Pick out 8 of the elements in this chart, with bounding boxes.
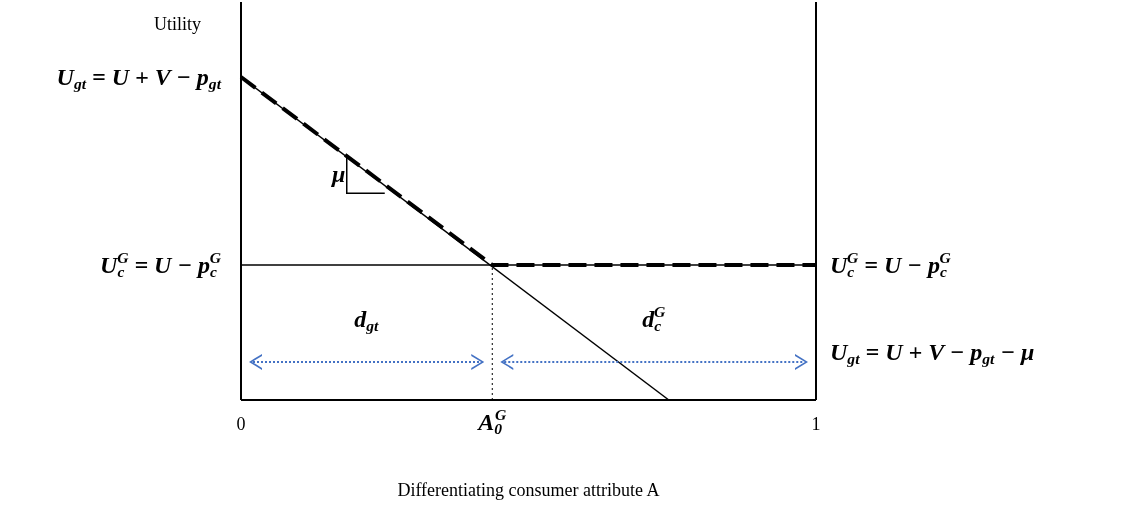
y-axis-title: Utility (153, 14, 201, 34)
x-tick-label: 1 (811, 414, 821, 434)
annotation: d$_{gt}$ (354, 306, 380, 335)
x-axis-title: Differentiating consumer attribute A (397, 480, 660, 500)
annotation: μ (330, 160, 346, 187)
x-tick-label: 0 (236, 414, 246, 434)
text: U$_{gt}$ = U + V − p$_{gt}$ (56, 64, 222, 92)
text: U$_{gt}$ = U + V − p$_{gt}$ − μ (830, 338, 1035, 367)
